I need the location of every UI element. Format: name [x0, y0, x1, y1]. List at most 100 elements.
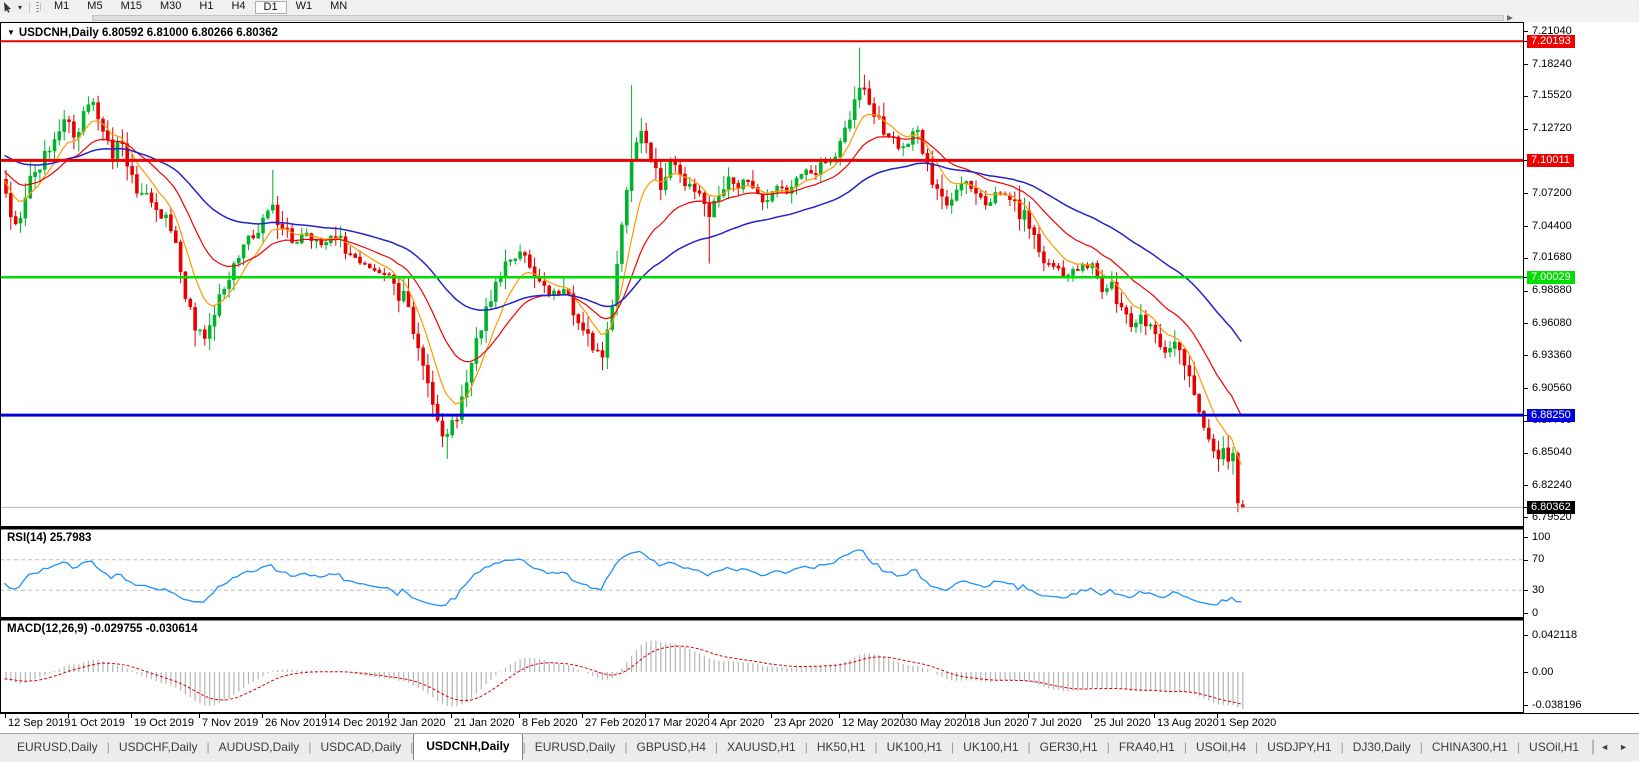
- symbol-timeframe-label: USDCNH,Daily: [18, 27, 99, 39]
- price-tick-label: 7.15520: [1532, 89, 1572, 101]
- chart-tab-usdcad-daily[interactable]: USDCAD,Daily: [320, 740, 402, 754]
- chart-tab-audusd-daily[interactable]: AUDUSD,Daily: [218, 740, 300, 754]
- chart-tab-uk100-h1[interactable]: UK100,H1: [963, 740, 1019, 754]
- axis-tick-mark: [1524, 277, 1528, 278]
- date-label: 1 Oct 2019: [71, 717, 125, 729]
- tab-separator: |: [308, 740, 312, 754]
- timeframe-toolbar: ▾ M1 M5 M15 M30 H1 H4 D1 W1 MN: [0, 0, 1639, 14]
- timeframe-button-h1[interactable]: H1: [199, 0, 214, 12]
- date-label: 8 Feb 2020: [522, 717, 578, 729]
- axis-tick-mark: [1524, 96, 1528, 97]
- price-tick-label: 7.01680: [1532, 251, 1572, 263]
- tab-separator: |: [804, 740, 808, 754]
- axis-tick-mark: [1524, 560, 1528, 561]
- date-tick-mark: [902, 714, 903, 718]
- chevron-down-icon[interactable]: ▾: [18, 2, 23, 12]
- timeframe-button-mn[interactable]: MN: [330, 0, 348, 12]
- level-price-badge: 6.88250: [1527, 409, 1575, 422]
- chart-tab-hk50-h1[interactable]: HK50,H1: [816, 740, 866, 754]
- axis-tick-mark: [1524, 415, 1528, 416]
- date-label: 1 Sep 2020: [1220, 717, 1277, 729]
- price-tick-label: 6.85040: [1532, 446, 1572, 458]
- price-chart-canvas[interactable]: [0, 22, 1524, 713]
- symbol-dropdown-icon[interactable]: ▼: [7, 28, 15, 37]
- chart-tab-uk100-h1[interactable]: UK100,H1: [886, 740, 943, 754]
- axis-tick-mark: [1524, 388, 1528, 389]
- date-label: 12 Sep 2019: [8, 717, 71, 729]
- axis-tick-mark: [1524, 537, 1528, 538]
- chart-tab-ger30-h1[interactable]: GER30,H1: [1039, 740, 1098, 754]
- tab-separator: |: [1419, 740, 1423, 754]
- timeframe-button-m30[interactable]: M30: [159, 0, 182, 12]
- date-tick-mark: [68, 714, 69, 718]
- chart-tab-eurusd-daily[interactable]: EURUSD,Daily: [17, 740, 98, 754]
- chart-tab-fra40-h1[interactable]: FRA40,H1: [1118, 740, 1175, 754]
- axis-tick-mark: [1524, 291, 1528, 292]
- price-tick-label: 6.98880: [1532, 284, 1572, 296]
- timeframe-button-w1[interactable]: W1: [295, 0, 313, 12]
- rsi-tick-label: 30: [1532, 584, 1545, 596]
- macd-tick-label: -0.038196: [1532, 699, 1582, 711]
- chart-tab-usdjpy-h1[interactable]: USDJPY,H1: [1267, 740, 1332, 754]
- tab-separator: |: [874, 740, 878, 754]
- scrollbar-thumb[interactable]: [92, 15, 1504, 21]
- price-axis: 7.21040 7.18240 7.15520 7.12720 7.07200 7.044…: [1524, 22, 1639, 713]
- tabs-scroll-right-icon[interactable]: ►: [1619, 742, 1628, 752]
- date-tick-mark: [965, 714, 966, 718]
- timeframe-button-m15[interactable]: M15: [120, 0, 142, 12]
- timeframe-button-m5[interactable]: M5: [87, 0, 103, 12]
- tabs-scroll-left-icon[interactable]: ◄: [1600, 742, 1610, 752]
- date-label: 30 May 2020: [905, 717, 969, 729]
- date-tick-mark: [199, 714, 200, 718]
- axis-tick-mark: [1524, 635, 1528, 636]
- level-price-badge: 7.00029: [1527, 271, 1575, 284]
- date-label: 27 Feb 2020: [585, 717, 647, 729]
- timeframe-button-d1[interactable]: D1: [254, 0, 287, 14]
- scrollbar-end-arrow-icon[interactable]: [1507, 15, 1513, 21]
- date-label: 14 Dec 2019: [328, 717, 391, 729]
- date-label: 19 Oct 2019: [134, 717, 194, 729]
- date-tick-mark: [645, 714, 646, 718]
- chart-tab-china300-h1[interactable]: CHINA300,H1: [1431, 740, 1508, 754]
- chart-tab-usoil-h1[interactable]: USOil,H1: [1529, 740, 1580, 754]
- chart-window: 7.21040 7.18240 7.15520 7.12720 7.07200 7.044…: [0, 22, 1639, 713]
- date-tick-mark: [582, 714, 583, 718]
- timeframe-button-h4[interactable]: H4: [231, 0, 246, 12]
- toolbar-grip[interactable]: [36, 2, 40, 12]
- date-label: 2 Jan 2020: [391, 717, 446, 729]
- crosshair-cursor-icon[interactable]: [2, 1, 16, 13]
- tab-separator: |: [1027, 740, 1031, 754]
- tab-scroll-arrows: | ◄ ►: [1588, 734, 1636, 760]
- date-label: 13 Aug 2020: [1157, 717, 1219, 729]
- axis-tick-mark: [1524, 193, 1528, 194]
- time-axis: 12 Sep 2019 1 Oct 2019 19 Oct 2019 7 Nov 20…: [0, 713, 1639, 733]
- axis-tick-mark: [1524, 507, 1528, 508]
- chart-tab-xauusd-h1[interactable]: XAUUSD,H1: [727, 740, 796, 754]
- date-tick-mark: [262, 714, 263, 718]
- timeframe-button-m1[interactable]: M1: [54, 0, 70, 12]
- price-tick-label: 6.79520: [1532, 511, 1572, 523]
- chart-tab-dj30-daily[interactable]: DJ30,Daily: [1352, 740, 1411, 754]
- tab-separator: |: [624, 740, 628, 754]
- axis-tick-mark: [1524, 160, 1528, 161]
- price-tick-label: 7.21040: [1532, 25, 1572, 37]
- date-tick-mark: [451, 714, 452, 718]
- tab-separator: |: [1183, 740, 1187, 754]
- chart-title[interactable]: ▼ USDCNH,Daily 6.80592 6.81000 6.80266 6.…: [7, 27, 278, 39]
- chart-tab-usoil-h4[interactable]: USOil,H4: [1195, 740, 1246, 754]
- tab-separator: |: [522, 740, 526, 754]
- tab-separator: |: [1340, 740, 1344, 754]
- chart-tab-usdchf-daily[interactable]: USDCHF,Daily: [118, 740, 198, 754]
- chart-tabs: EURUSD,Daily | USDCHF,Daily | AUDUSD,Daily | U…: [0, 734, 1639, 760]
- chart-tab-eurusd-daily[interactable]: EURUSD,Daily: [534, 740, 616, 754]
- tab-separator: |: [106, 740, 110, 754]
- timeframe-buttons: M1 M5 M15 M30 H1 H4 D1 W1 MN: [45, 0, 356, 14]
- chart-tab-usdcnh-daily[interactable]: USDCNH,Daily: [413, 734, 523, 760]
- tab-separator: |: [1106, 740, 1110, 754]
- date-label: 18 Jun 2020: [968, 717, 1029, 729]
- date-tick-mark: [131, 714, 132, 718]
- chart-tab-gbpusd-h4[interactable]: GBPUSD,H4: [636, 740, 706, 754]
- chart-horizontal-scrollbar[interactable]: [0, 14, 1639, 22]
- price-tick-label: 7.18240: [1532, 58, 1572, 70]
